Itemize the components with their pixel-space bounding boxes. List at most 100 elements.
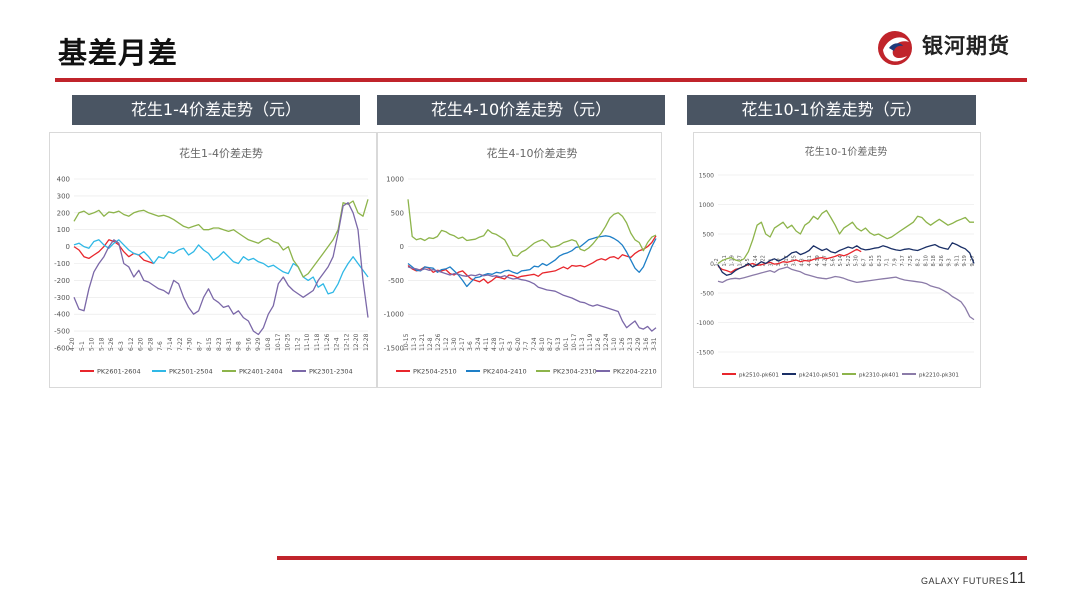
x-tick-label: 7-14 bbox=[167, 337, 174, 351]
x-tick-label: 6-20 bbox=[515, 337, 522, 351]
x-tick-label: 1-10 bbox=[611, 337, 618, 351]
x-tick-label: 11-3 bbox=[579, 337, 586, 351]
x-tick-label: 11-18 bbox=[314, 333, 321, 351]
x-tick-label: 8-15 bbox=[206, 337, 213, 351]
x-tick-label: 8-10 bbox=[539, 337, 546, 351]
x-tick-label: 7-30 bbox=[187, 337, 194, 351]
x-tick-label: 7-24 bbox=[531, 337, 538, 351]
legend-label: PK2501-2504 bbox=[169, 368, 213, 376]
legend-label: PK2301-2304 bbox=[309, 368, 353, 376]
y-tick-label: -300 bbox=[54, 294, 70, 302]
footer-brand: GALAXY FUTURES bbox=[921, 576, 1009, 586]
x-tick-label: 5-6 bbox=[830, 258, 836, 266]
panel-header-4-10: 花生4-10价差走势（元） bbox=[377, 95, 665, 125]
chart-title: 花生10-1价差走势 bbox=[805, 145, 888, 158]
x-tick-label: 8-26 bbox=[939, 255, 945, 266]
x-tick-label: 2-13 bbox=[627, 337, 634, 351]
x-tick-label: 3-24 bbox=[475, 337, 482, 351]
y-tick-label: -1500 bbox=[384, 345, 404, 353]
x-tick-label: 6-15 bbox=[869, 255, 875, 266]
y-tick-label: 1500 bbox=[699, 173, 714, 180]
y-tick-label: 1000 bbox=[386, 176, 404, 184]
x-tick-label: 6-23 bbox=[877, 255, 883, 266]
x-tick-label: 3-9 bbox=[776, 258, 782, 266]
x-tick-label: 1-2 bbox=[714, 258, 720, 266]
legend-label: PK2404-2410 bbox=[483, 368, 527, 376]
x-tick-label: 6-20 bbox=[138, 337, 145, 351]
x-tick-label: 3-6 bbox=[467, 341, 474, 351]
x-tick-label: 10-17 bbox=[275, 333, 282, 351]
x-tick-label: 9-16 bbox=[245, 337, 252, 351]
x-tick-label: 8-10 bbox=[923, 255, 929, 266]
x-tick-label: 8-2 bbox=[916, 258, 922, 266]
x-tick-label: 11-3 bbox=[411, 337, 418, 351]
x-tick-label: 11-2 bbox=[294, 337, 301, 351]
x-tick-label: 7-25 bbox=[908, 255, 914, 266]
x-tick-label: 9-8 bbox=[236, 341, 243, 351]
y-tick-label: 100 bbox=[57, 226, 70, 234]
y-tick-label: 0 bbox=[710, 261, 714, 268]
x-tick-label: 5-17 bbox=[499, 337, 506, 351]
panel-header-10-1: 花生10-1价差走势（元） bbox=[687, 95, 976, 125]
x-tick-label: 5-18 bbox=[98, 337, 105, 351]
x-tick-label: 5-10 bbox=[89, 337, 96, 351]
y-tick-label: 500 bbox=[703, 232, 715, 239]
x-tick-label: 1-30 bbox=[451, 337, 458, 351]
y-tick-label: -1000 bbox=[384, 311, 404, 319]
x-tick-label: 3-31 bbox=[651, 337, 658, 351]
legend-label: pk2210-pk301 bbox=[919, 373, 959, 379]
x-tick-label: 11-26 bbox=[324, 333, 331, 351]
chart-10-1: 花生10-1价差走势 1500 1000 500 0 -500 -1000 -1500 1-2 1… bbox=[693, 132, 981, 388]
x-tick-label: 12-24 bbox=[603, 333, 610, 351]
x-tick-label: 7-17 bbox=[900, 255, 906, 266]
x-tick-label: 9-19 bbox=[962, 255, 968, 266]
chart-title: 花生1-4价差走势 bbox=[179, 146, 263, 160]
x-tick-label: 9-29 bbox=[255, 337, 262, 351]
y-tick-label: 1000 bbox=[699, 202, 714, 209]
x-tick-label: 8-23 bbox=[216, 337, 223, 351]
y-tick-label: -200 bbox=[54, 277, 70, 285]
x-tick-label: 2-5 bbox=[745, 258, 751, 266]
x-tick-label: 2-29 bbox=[635, 337, 642, 351]
brand-logo-icon bbox=[878, 31, 912, 65]
legend-label: PK2601-2604 bbox=[97, 368, 141, 376]
x-tick-label: 5-30 bbox=[854, 255, 860, 266]
footer-divider bbox=[277, 556, 1027, 560]
y-tick-label: 0 bbox=[400, 243, 404, 251]
x-tick-label: 10-1 bbox=[563, 337, 570, 351]
x-tick-label: 7-22 bbox=[177, 337, 184, 351]
x-tick-label: 1-11 bbox=[722, 255, 728, 266]
legend-label: PK2304-2310 bbox=[553, 368, 597, 376]
x-tick-label: 12-8 bbox=[427, 337, 434, 351]
y-tick-label: -400 bbox=[54, 311, 70, 319]
x-tick-label: 12-6 bbox=[595, 337, 602, 351]
x-tick-label: 4-3 bbox=[799, 258, 805, 266]
series-line-PK2601-2604 bbox=[73, 239, 154, 265]
series-line-PK2301-2304 bbox=[73, 202, 369, 336]
series-line-PK2501-2504 bbox=[73, 239, 369, 295]
x-tick-label: 3-17 bbox=[784, 255, 790, 266]
x-tick-label: 7-9 bbox=[892, 258, 898, 266]
x-tick-label: 5-22 bbox=[846, 255, 852, 266]
y-tick-label: 0 bbox=[66, 243, 70, 251]
x-tick-label: 4-19 bbox=[815, 255, 821, 266]
legend-label: pk2510-pk601 bbox=[739, 373, 779, 379]
y-tick-label: -500 bbox=[54, 328, 70, 336]
x-tick-label: 10-25 bbox=[285, 333, 292, 351]
x-tick-label: 1-19 bbox=[730, 255, 736, 266]
y-tick-label: 500 bbox=[391, 209, 404, 217]
y-tick-label: 300 bbox=[57, 192, 70, 200]
x-tick-label: 11-19 bbox=[587, 333, 594, 351]
y-tick-label: -100 bbox=[54, 260, 70, 268]
x-tick-label: 8-31 bbox=[226, 337, 233, 351]
x-tick-label: 2-17 bbox=[459, 337, 466, 351]
legend-label: PK2504-2510 bbox=[413, 368, 457, 376]
x-tick-label: 5-1 bbox=[79, 341, 86, 351]
x-tick-label: 2-22 bbox=[761, 255, 767, 266]
x-tick-label: 6-28 bbox=[147, 337, 154, 351]
chart-1-4-svg: 花生1-4价差走势 400 300 200 100 0 -100 -200 -300 -400 -5… bbox=[54, 146, 370, 376]
x-tick-label: 8-7 bbox=[196, 341, 203, 351]
x-tick-label: 10-15 bbox=[403, 333, 410, 351]
